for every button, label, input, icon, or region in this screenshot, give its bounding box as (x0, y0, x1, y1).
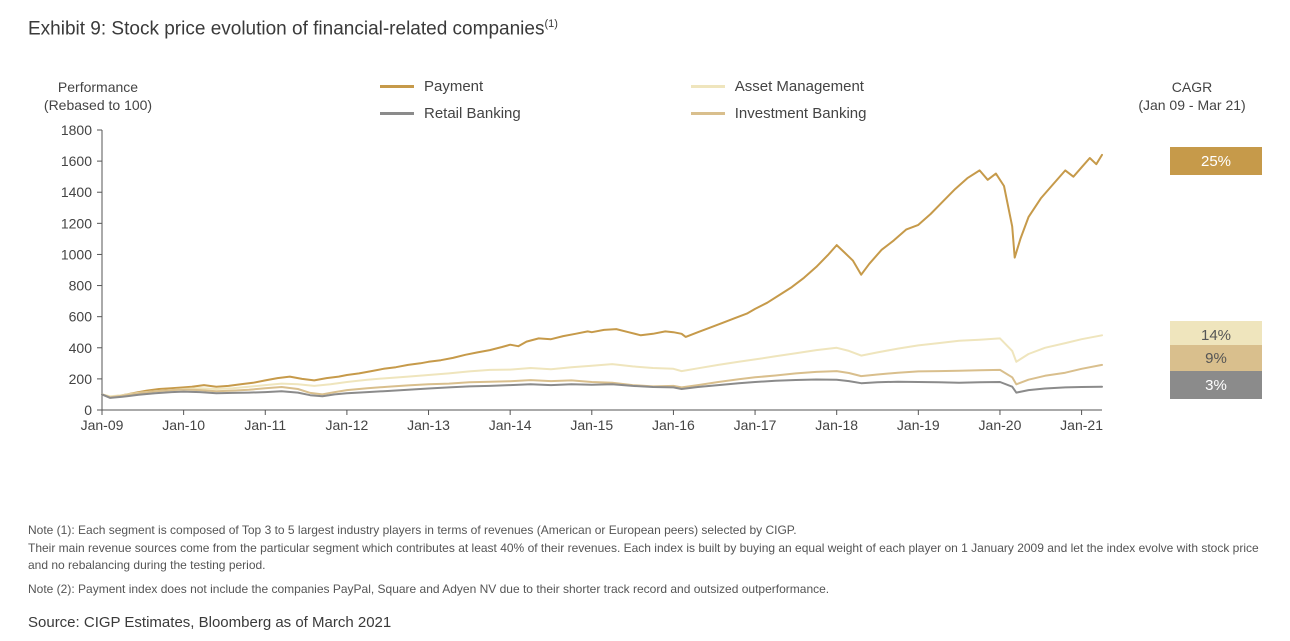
legend-label: Payment (424, 78, 483, 95)
exhibit-container: Exhibit 9: Stock price evolution of fina… (0, 0, 1290, 641)
cagr-title: CAGR (Jan 09 - Mar 21) (1122, 78, 1262, 114)
x-tick-label: Jan-21 (1060, 417, 1103, 433)
cagr-title-line1: CAGR (1172, 79, 1212, 95)
legend-swatch (380, 85, 414, 88)
footnote-1b: Their main revenue sources come from the… (28, 540, 1262, 572)
cagr-badge-investment-banking: 9% (1170, 345, 1262, 373)
x-tick-label: Jan-20 (979, 417, 1022, 433)
footnote-2: Note (2): Payment index does not include… (28, 581, 1262, 597)
y-tick-label: 1800 (61, 122, 92, 138)
x-tick-label: Jan-15 (570, 417, 613, 433)
exhibit-title: Exhibit 9: Stock price evolution of fina… (28, 18, 1262, 40)
x-tick-label: Jan-13 (407, 417, 450, 433)
legend-swatch (380, 112, 414, 115)
y-tick-label: 800 (69, 278, 93, 294)
legend-item-investment-banking: Investment Banking (691, 105, 867, 122)
legend-swatch (691, 85, 725, 88)
y-tick-label: 1400 (61, 184, 92, 200)
legend-swatch (691, 112, 725, 115)
y-tick-label: 0 (84, 402, 92, 418)
source-line: Source: CIGP Estimates, Bloomberg as of … (28, 614, 391, 631)
y-axis-title-line2: (Rebased to 100) (44, 97, 152, 113)
legend-label: Asset Management (735, 78, 864, 95)
exhibit-title-superscript: (1) (544, 18, 557, 30)
x-tick-label: Jan-19 (897, 417, 940, 433)
cagr-badge-payment: 25% (1170, 147, 1262, 175)
legend-item-retail-banking: Retail Banking (380, 105, 521, 122)
y-tick-label: 400 (69, 340, 93, 356)
x-tick-label: Jan-12 (325, 417, 368, 433)
y-axis-title-line1: Performance (58, 79, 138, 95)
x-tick-label: Jan-11 (244, 417, 286, 433)
y-tick-label: 600 (69, 309, 93, 325)
x-tick-label: Jan-16 (652, 417, 695, 433)
legend-item-payment: Payment (380, 78, 521, 95)
footnotes: Note (1): Each segment is composed of To… (28, 522, 1262, 605)
legend-item-asset-management: Asset Management (691, 78, 867, 95)
chart-plot-area: 020040060080010001200140016001800Jan-09J… (102, 130, 1102, 430)
footnote-1a: Note (1): Each segment is composed of To… (28, 522, 1262, 538)
y-tick-label: 1600 (61, 153, 92, 169)
series-line-payment (102, 155, 1102, 397)
cagr-badge-retail-banking: 3% (1170, 371, 1262, 399)
y-tick-label: 200 (69, 371, 93, 387)
y-tick-label: 1200 (61, 215, 92, 231)
y-axis-title: Performance (Rebased to 100) (28, 78, 168, 114)
x-tick-label: Jan-10 (162, 417, 205, 433)
cagr-title-line2: (Jan 09 - Mar 21) (1138, 97, 1245, 113)
line-chart-svg: 020040060080010001200140016001800Jan-09J… (102, 130, 1102, 430)
series-line-asset-management (102, 335, 1102, 396)
x-tick-label: Jan-14 (489, 417, 532, 433)
y-tick-label: 1000 (61, 246, 92, 262)
exhibit-title-text: Exhibit 9: Stock price evolution of fina… (28, 18, 544, 39)
x-tick-label: Jan-18 (815, 417, 858, 433)
chart-legend: Payment Asset Management Retail Banking Inv… (380, 78, 866, 122)
legend-label: Investment Banking (735, 105, 867, 122)
legend-label: Retail Banking (424, 105, 521, 122)
x-tick-label: Jan-17 (734, 417, 777, 433)
x-tick-label: Jan-09 (81, 417, 124, 433)
